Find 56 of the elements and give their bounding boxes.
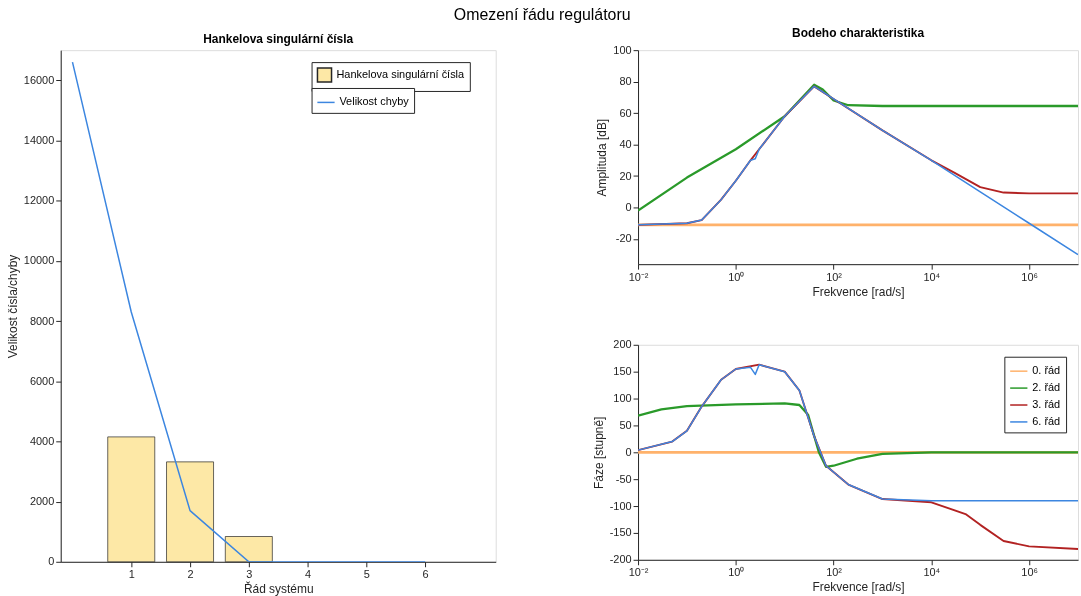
x-tick-label: 10⁻² xyxy=(628,270,649,283)
x-tick-label: 10⁰ xyxy=(728,566,745,579)
y-axis-title: Velikost čísla/chyby xyxy=(5,254,20,359)
y-tick-label: 150 xyxy=(613,365,632,378)
y-tick-label: 6000 xyxy=(29,374,55,387)
y-tick-label: 80 xyxy=(619,75,632,88)
y-tick-label: 200 xyxy=(613,338,632,351)
x-tick-label: 6 xyxy=(422,568,429,581)
x-tick-label: 10⁴ xyxy=(923,270,941,283)
x-tick-label: 10² xyxy=(826,566,843,579)
x-tick-label: 10⁻² xyxy=(628,566,649,579)
x-tick-label: 10⁶ xyxy=(1021,270,1038,283)
legend-label: 6. řád xyxy=(1032,414,1061,427)
x-tick-label: 3 xyxy=(246,568,253,581)
y-axis-title: Amplituda [dB] xyxy=(595,118,610,197)
x-axis-title: Frekvence [rad/s] xyxy=(812,580,905,595)
y-tick-label: -20 xyxy=(615,232,632,245)
legend-label: Velikost chyby xyxy=(339,95,410,108)
y-tick-label: 8000 xyxy=(29,314,55,327)
y-tick-label: -100 xyxy=(609,499,632,512)
y-tick-label: 100 xyxy=(613,43,632,56)
y-tick-label: -50 xyxy=(615,472,632,485)
chart-title: Bodeho charakteristika xyxy=(792,26,925,41)
legend-label: Hankelova singulární čísla xyxy=(336,68,466,81)
y-tick-label: -150 xyxy=(609,526,632,539)
y-tick-label: 2000 xyxy=(29,495,55,508)
y-tick-label: 0 xyxy=(48,555,55,568)
y-tick-label: 60 xyxy=(619,106,632,119)
x-axis-title: Řád systému xyxy=(243,581,314,596)
x-tick-label: 10⁴ xyxy=(923,566,941,579)
y-tick-label: 50 xyxy=(619,418,632,431)
y-tick-label: 10000 xyxy=(23,254,55,267)
y-tick-label: -200 xyxy=(609,553,632,566)
y-tick-label: 14000 xyxy=(23,133,55,146)
x-tick-label: 10⁰ xyxy=(728,270,745,283)
text: Omezení řádu regulátoru xyxy=(453,5,631,23)
legend-label: 3. řád xyxy=(1032,398,1061,410)
y-tick-label: 0 xyxy=(625,201,632,213)
y-tick-label: 4000 xyxy=(29,434,55,447)
x-tick-label: 4 xyxy=(305,568,312,581)
y-tick-label: 40 xyxy=(619,138,632,151)
x-tick-label: 10² xyxy=(826,270,843,283)
chart-title: Hankelova singulární čísla xyxy=(203,32,354,47)
y-tick-label: 20 xyxy=(619,169,632,182)
x-tick-label: 5 xyxy=(363,568,370,581)
legend-label: 0. řád xyxy=(1032,364,1061,377)
y-tick-label: 16000 xyxy=(23,73,55,86)
y-axis-title: Fáze [stupně] xyxy=(591,416,606,489)
x-axis-title: Frekvence [rad/s] xyxy=(812,284,905,299)
x-tick-label: 10⁶ xyxy=(1021,566,1038,579)
legend-label: 2. řád xyxy=(1032,381,1061,394)
y-tick-label: 0 xyxy=(625,445,632,458)
x-tick-label: 2 xyxy=(187,568,194,581)
y-tick-label: 100 xyxy=(613,392,632,405)
y-tick-label: 12000 xyxy=(23,194,55,207)
x-tick-label: 1 xyxy=(128,568,135,581)
